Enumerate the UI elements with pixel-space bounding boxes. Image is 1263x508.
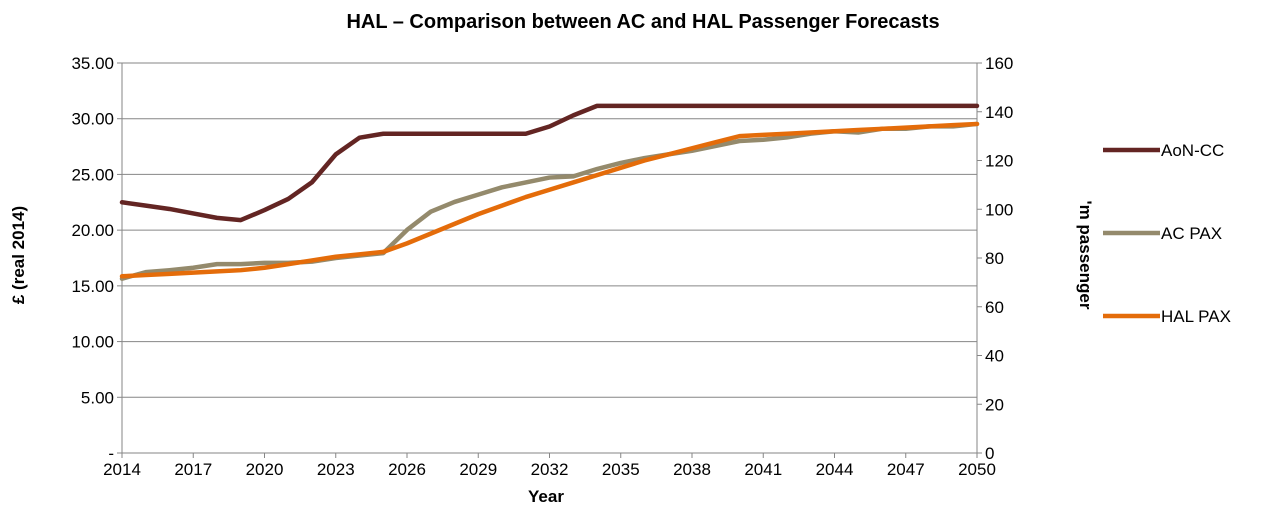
y2-tick-label: 120 [985, 152, 1013, 171]
y-tick-label: 25.00 [71, 165, 114, 184]
legend-item: AC PAX [1103, 224, 1222, 243]
x-axis-label: Year [528, 487, 564, 506]
y-tick-label: 5.00 [81, 388, 114, 407]
y2-tick-label: 0 [985, 444, 994, 463]
y2-tick-label: 100 [985, 200, 1013, 219]
series-line-aon-cc [119, 103, 980, 223]
x-tick-label: 2014 [103, 460, 141, 479]
y2-tick-label: 20 [985, 395, 1004, 414]
x-tick-label: 2041 [744, 460, 782, 479]
legend-item: AoN-CC [1103, 141, 1224, 160]
legend: AoN-CC AC PAX HAL PAX [1103, 141, 1231, 326]
series-lines [119, 103, 980, 281]
chart-title: HAL – Comparison between AC and HAL Pass… [346, 11, 939, 33]
x-tick-label: 2020 [246, 460, 284, 479]
y-tick-label: - [108, 444, 114, 463]
x-tick-label: 2035 [602, 460, 640, 479]
left-axis-ticks: - 5.00 10.00 15.00 20.00 25.00 30.00 35.00 [71, 54, 122, 463]
y-axis-label: £ (real 2014) [9, 206, 28, 304]
x-tick-label: 2050 [958, 460, 996, 479]
x-tick-label: 2029 [459, 460, 497, 479]
x-tick-label: 2032 [531, 460, 569, 479]
x-tick-label: 2017 [174, 460, 212, 479]
x-tick-label: 2038 [673, 460, 711, 479]
right-axis-ticks: 0 20 40 60 80 100 120 140 160 [977, 54, 1013, 463]
x-tick-label: 2047 [887, 460, 925, 479]
x-tick-label: 2044 [816, 460, 854, 479]
y-tick-label: 20.00 [71, 221, 114, 240]
y2-tick-label: 40 [985, 347, 1004, 366]
y2-tick-label: 140 [985, 103, 1013, 122]
y2-tick-label: 80 [985, 249, 1004, 268]
x-axis-ticks: 2014 2017 2020 2023 2026 2029 2032 2035 2038 2041… [103, 453, 996, 479]
y-tick-label: 30.00 [71, 110, 114, 129]
y2-tick-label: 160 [985, 54, 1013, 73]
y-tick-label: 10.00 [71, 333, 114, 352]
legend-label: HAL PAX [1161, 307, 1231, 326]
series-line-ac-pax [119, 121, 980, 281]
axes [121, 63, 978, 454]
y2-axis-label: 'm passenger [1076, 201, 1095, 310]
legend-label: AC PAX [1161, 224, 1222, 243]
y-tick-label: 15.00 [71, 277, 114, 296]
y2-tick-label: 60 [985, 298, 1004, 317]
series-line-hal-pax [119, 121, 980, 279]
y-tick-label: 35.00 [71, 54, 114, 73]
x-tick-label: 2023 [317, 460, 355, 479]
legend-label: AoN-CC [1161, 141, 1224, 160]
x-tick-label: 2026 [388, 460, 426, 479]
legend-item: HAL PAX [1103, 307, 1231, 326]
grid-lines [122, 62, 977, 398]
